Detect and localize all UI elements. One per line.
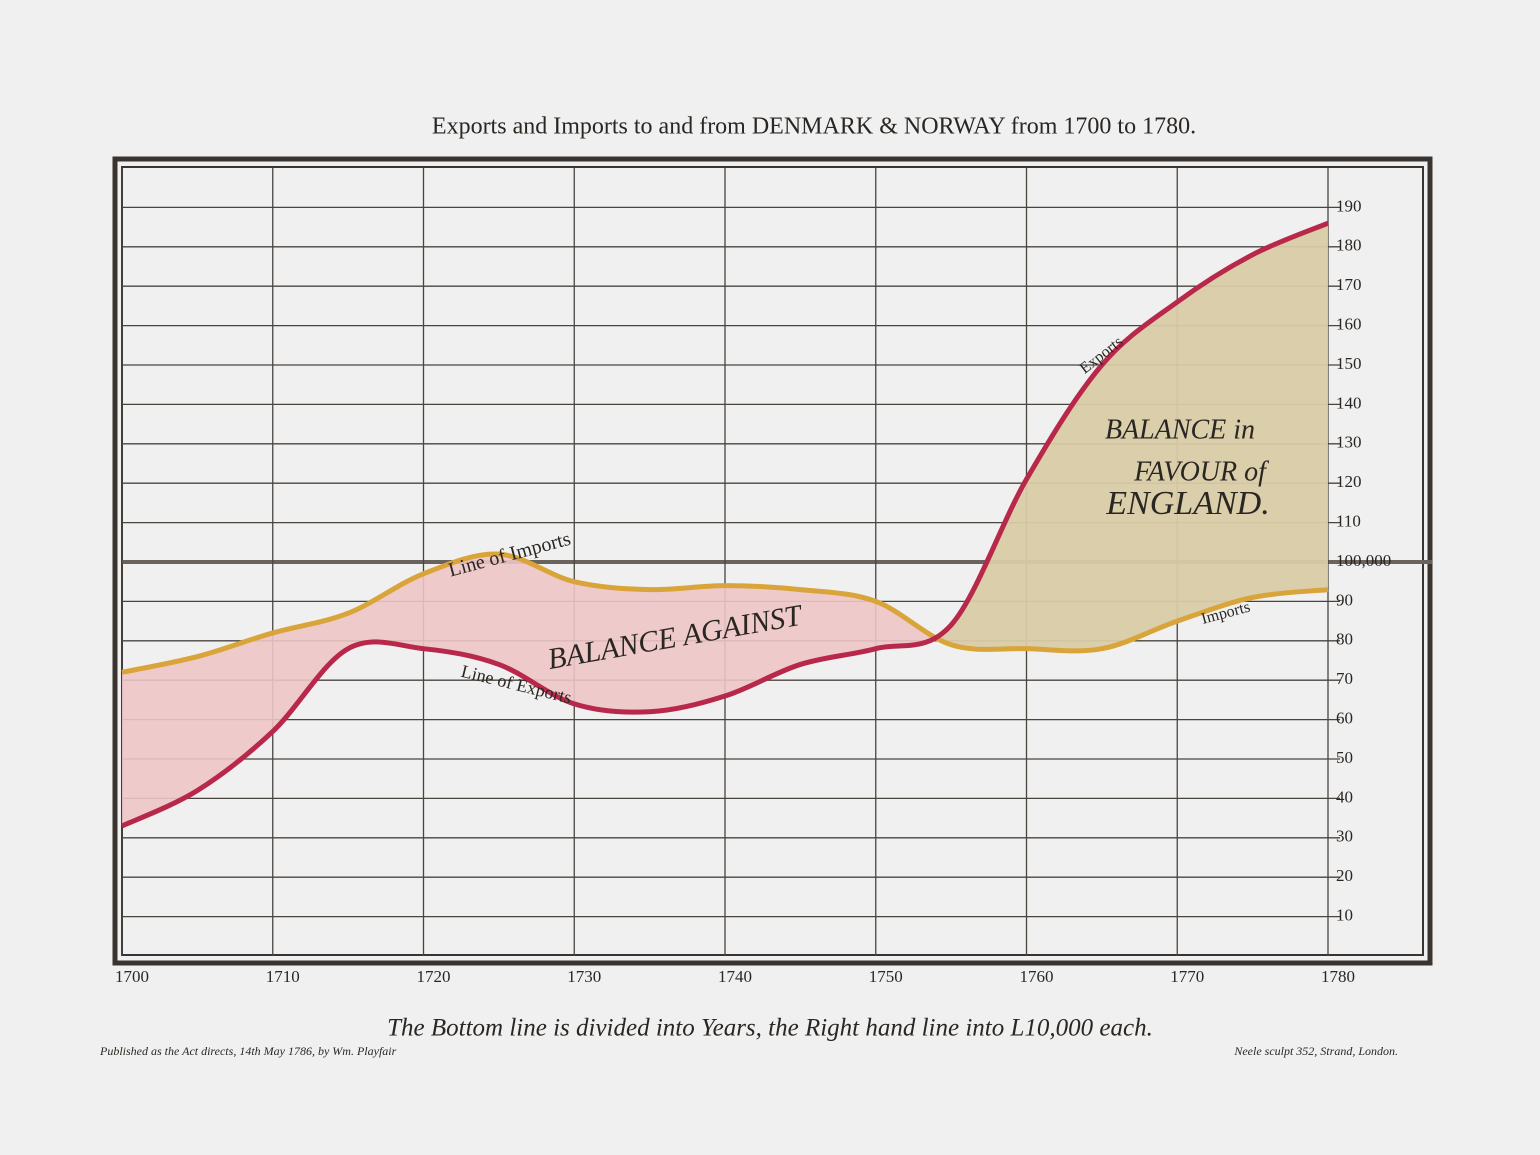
y-tick-label: 30 — [1336, 827, 1353, 846]
y-tick-label: 40 — [1336, 787, 1353, 806]
x-axis-label: The Bottom line is divided into Years, t… — [387, 1015, 1153, 1042]
x-tick-label: 1730 — [567, 967, 601, 986]
y-tick-label: 20 — [1336, 866, 1353, 885]
y-tick-label: 180 — [1336, 236, 1362, 255]
y-tick-label: 100,000 — [1336, 551, 1391, 570]
x-tick-label: 1740 — [718, 967, 752, 986]
footer-left: Published as the Act directs, 14th May 1… — [99, 1044, 397, 1058]
line — [120, 220, 1329, 829]
annotation: BALANCE in — [1105, 414, 1255, 445]
annotation: ENGLAND. — [1105, 485, 1269, 522]
y-tick-label: 110 — [1336, 512, 1361, 531]
y-tick-label: 60 — [1336, 709, 1353, 728]
y-tick-label: 140 — [1336, 393, 1362, 412]
x-tick-label: 1760 — [1020, 967, 1054, 986]
line — [121, 551, 1329, 675]
chart-title: Exports and Imports to and from DENMARK … — [432, 114, 1196, 140]
x-tick-label: 1700 — [115, 967, 149, 986]
y-tick-label: 90 — [1336, 590, 1353, 609]
y-tick-label: 190 — [1336, 196, 1362, 215]
y-tick-label: 120 — [1336, 472, 1362, 491]
x-tick-label: 1780 — [1321, 967, 1355, 986]
x-tick-label: 1710 — [266, 967, 300, 986]
y-tick-label: 160 — [1336, 315, 1362, 334]
y-tick-label: 150 — [1336, 354, 1362, 373]
y-tick-label: 70 — [1336, 669, 1353, 688]
y-tick-label: 170 — [1336, 275, 1362, 294]
annotation: FAVOUR of — [1133, 456, 1269, 487]
y-tick-label: 10 — [1336, 906, 1353, 925]
footer-right: Neele sculpt 352, Strand, London. — [1233, 1044, 1398, 1058]
x-tick-label: 1720 — [417, 967, 451, 986]
y-tick-label: 50 — [1336, 748, 1353, 767]
y-tick-label: 130 — [1336, 433, 1362, 452]
y-tick-label: 80 — [1336, 630, 1353, 649]
x-tick-label: 1770 — [1170, 967, 1204, 986]
x-tick-label: 1750 — [869, 967, 903, 986]
